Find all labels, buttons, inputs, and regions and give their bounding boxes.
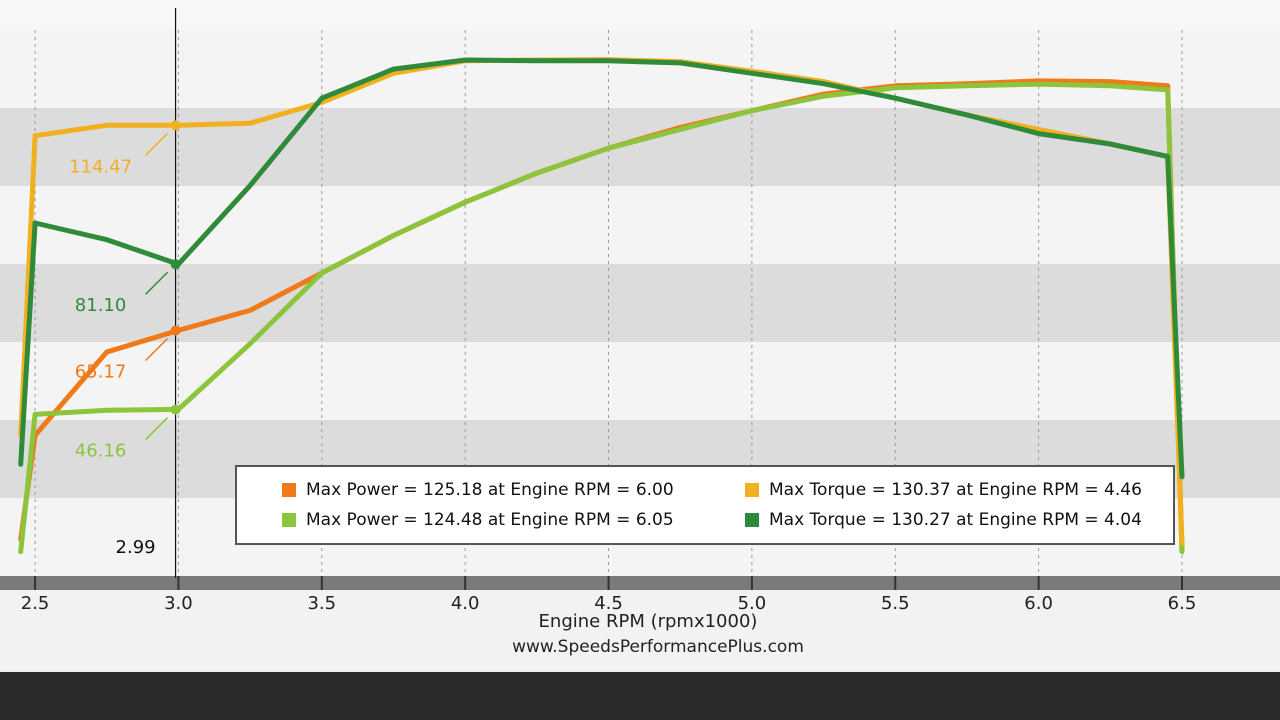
x-tick-label: 2.5 [21,593,50,614]
legend: Max Power = 125.18 at Engine RPM = 6.00 M… [235,465,1175,545]
cursor-point [170,120,181,131]
cursor-label: 2.99 [116,537,156,558]
cursor-value-label: 114.47 [69,156,132,177]
cursor-leader [145,337,169,362]
cursor-value-label: 65.17 [75,361,127,382]
x-tick-label: 4.0 [451,593,480,614]
x-tick-label: 6.0 [1024,593,1053,614]
cursor-value-label: 81.10 [75,295,127,316]
footer: www.SpeedsPerformancePlus.com [512,637,804,657]
legend-label: Max Power = 124.48 at Engine RPM = 6.05 [306,510,674,530]
legend-label: Max Power = 125.18 at Engine RPM = 6.00 [306,480,674,500]
x-tick-label: 4.5 [594,593,623,614]
bezel [0,672,1280,720]
legend-swatch [282,483,296,497]
x-axis-title: Engine RPM (rpmx1000) [539,611,758,632]
cursor-leader [145,417,169,441]
title-strip [0,0,1280,30]
x-tick-label: 6.5 [1168,593,1197,614]
cursor-leader [145,271,169,295]
cursor-point [170,325,181,336]
cursor-point [170,404,181,415]
x-axis-bar [0,576,1280,590]
x-tick-label: 3.0 [164,593,193,614]
legend-swatch [282,513,296,527]
legend-label: Max Torque = 130.37 at Engine RPM = 4.46 [769,480,1142,500]
legend-box [235,465,1175,545]
plot-bands [0,30,1280,576]
legend-label: Max Torque = 130.27 at Engine RPM = 4.04 [769,510,1142,530]
cursor-point [170,259,181,270]
legend-swatch [745,513,759,527]
axis-area [0,590,1280,670]
plot-band [0,108,1280,186]
plot-band [0,30,1280,108]
plot-band [0,342,1280,420]
x-tick-label: 5.5 [881,593,910,614]
cursor-value-label: 46.16 [75,441,127,462]
cursor-leader [145,132,169,156]
x-tick-label: 5.0 [738,593,767,614]
legend-swatch [745,483,759,497]
x-tick-label: 3.5 [307,593,336,614]
plot-band [0,264,1280,342]
